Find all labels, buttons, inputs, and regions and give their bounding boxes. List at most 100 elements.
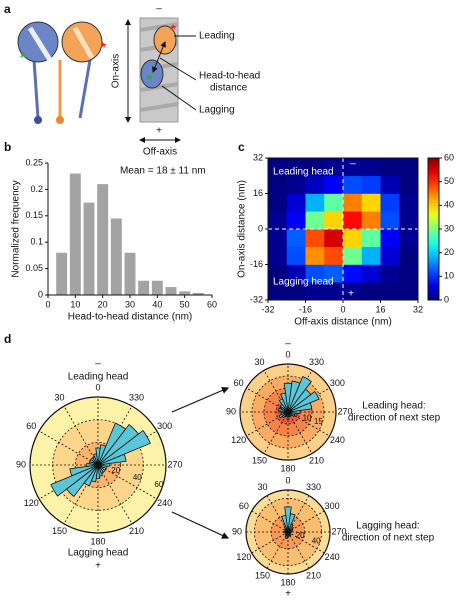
r-tick-label: 40 <box>133 473 142 482</box>
theta-tick-label: 60 <box>239 501 249 511</box>
heat-cell <box>399 193 419 212</box>
bottom-label: + <box>95 561 101 572</box>
distance-label: Head-to-head <box>199 71 260 82</box>
colorbar-tick-label: 40 <box>444 200 454 210</box>
theta-grid <box>63 405 99 466</box>
bottom-label: + <box>285 589 291 600</box>
bar <box>110 218 122 295</box>
motor-diagram <box>17 17 197 143</box>
y-tick-label: 0.25 <box>25 157 43 167</box>
x-tick-label: 20 <box>98 299 108 309</box>
rose-petal <box>65 464 99 498</box>
annotation: – <box>350 159 356 170</box>
theta-tick-label: 270 <box>337 406 352 416</box>
bar <box>192 292 204 295</box>
rose-petal <box>287 380 301 413</box>
heat-cell <box>380 193 400 212</box>
plus-end: + <box>156 126 162 137</box>
heat-cell <box>361 229 381 248</box>
heat-cell <box>343 246 363 265</box>
heat-cell <box>380 211 400 230</box>
theta-tick-label: 0 <box>285 475 290 485</box>
bar <box>179 291 191 295</box>
heat-cell <box>324 193 344 212</box>
center-dot <box>96 463 100 467</box>
x-axis-label: Head-to-head distance (nm) <box>68 312 193 323</box>
theta-grid <box>287 411 330 437</box>
heat-cell <box>361 264 381 283</box>
x-tick-label: 16 <box>375 304 385 314</box>
rose-petal <box>284 506 292 533</box>
x-tick-label: 32 <box>413 304 423 314</box>
theta-grid <box>287 531 325 554</box>
theta-tick-label: 120 <box>231 435 246 445</box>
annotation: + <box>348 289 354 300</box>
y-tick-label: 0 <box>38 289 43 299</box>
theta-tick-label: 30 <box>257 482 267 492</box>
heat-cell <box>380 264 400 283</box>
colorbar-tick-label: 50 <box>444 176 454 186</box>
theta-grid <box>38 430 99 466</box>
heat-cell <box>286 246 306 265</box>
heat-cell <box>399 211 419 230</box>
theta-grid <box>266 495 289 533</box>
heat-cell <box>268 175 288 194</box>
r-tick-label: 40 <box>312 536 321 545</box>
heat-cell <box>268 211 288 230</box>
heat-cell <box>399 229 419 248</box>
heat-cell <box>305 158 325 177</box>
side-label: Leading head: <box>362 401 425 412</box>
theta-tick-label: 210 <box>309 456 324 466</box>
theta-grid <box>97 464 158 500</box>
theta-tick-label: 0 <box>95 382 100 392</box>
heat-cell <box>399 264 419 283</box>
panel-label: d <box>4 332 11 346</box>
theta-tick-label: 210 <box>129 526 144 536</box>
y-tick-label: 0.1 <box>30 237 43 247</box>
theta-grid <box>287 411 313 454</box>
theta-grid <box>287 510 325 533</box>
y-axis-label: Normalized frequency <box>11 180 22 277</box>
heat-cell <box>305 211 325 230</box>
theta-tick-label: 300 <box>325 501 340 511</box>
rose-petal <box>284 531 289 540</box>
panel-label: c <box>238 140 245 154</box>
theta-tick-label: 90 <box>226 406 236 416</box>
heat-cell <box>324 229 344 248</box>
side-label: direction of next step <box>348 413 441 424</box>
heat-cell <box>380 246 400 265</box>
colorbar-tick-label: 60 <box>444 152 454 162</box>
panel-label: a <box>4 2 11 16</box>
heat-cell <box>305 193 325 212</box>
heat-cell <box>268 193 288 212</box>
theta-tick-label: 150 <box>252 456 267 466</box>
heat-cell <box>361 246 381 265</box>
bar <box>56 252 68 295</box>
heat-cell <box>380 175 400 194</box>
theta-grid <box>251 510 289 533</box>
annotation: Leading head <box>273 167 334 178</box>
r-tick-label: 10 <box>303 413 312 422</box>
top-label: – <box>285 339 291 350</box>
theta-tick-label: 0 <box>285 349 290 359</box>
heat-cell <box>399 246 419 265</box>
heat-cell <box>324 211 344 230</box>
theta-tick-label: 180 <box>280 577 295 587</box>
heat-cell <box>343 264 363 283</box>
theta-grid <box>263 411 289 454</box>
rose-petal <box>278 407 289 413</box>
minus-end: – <box>156 4 162 15</box>
heat-cell <box>324 282 344 301</box>
theta-tick-label: 120 <box>24 498 39 508</box>
heat-cell <box>286 264 306 283</box>
theta-tick-label: 210 <box>306 571 321 581</box>
colorbar-tick-label: 10 <box>444 271 454 281</box>
theta-grid <box>63 464 99 525</box>
arrow <box>171 387 230 413</box>
heat-cell <box>343 282 363 301</box>
bar <box>165 287 177 295</box>
rose-petal <box>97 429 151 466</box>
r-grid <box>29 396 167 534</box>
heat-cell <box>324 175 344 194</box>
